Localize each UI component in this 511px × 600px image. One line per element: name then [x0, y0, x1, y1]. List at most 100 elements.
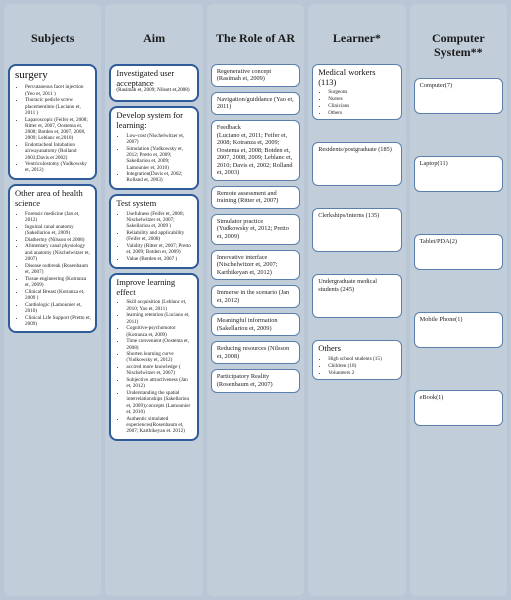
info-box: Investigated user acceptance (Rasimah et…: [109, 64, 198, 103]
box-stack: Medical workers (113)SurgeonsNursesClini…: [312, 64, 401, 380]
list-item: Usefulness (Feifer et, 2008; Nischelwitz…: [126, 211, 192, 230]
info-box: Feedback (Luciano et, 2011; Feifer et, 2…: [211, 120, 300, 181]
list-item: Subjective attractiveness (Jan et, 2012): [126, 377, 192, 389]
item-list: Skill acquisition (Leblanc et, 2010; Yao…: [116, 299, 192, 434]
list-item: Time convenient (Oostema et, 2008): [126, 338, 192, 350]
list-item: Alimentary canal physiology and anatomy …: [25, 243, 91, 262]
list-item: Volunteers 2: [328, 370, 395, 376]
list-item: Percutaneous facet injection (Yeo et, 20…: [25, 84, 91, 96]
info-box: Laptop(11): [414, 156, 503, 192]
list-item: Tissue engineering (Kotranza et, 2009): [25, 276, 91, 288]
box-text: Regenerative concept (Rasimah et, 2009): [217, 68, 294, 83]
info-box: eBook(1): [414, 390, 503, 426]
box-text: Tablet/PDA(2): [420, 238, 457, 246]
info-box: Participatory Reality (Rosenbaum et, 200…: [211, 369, 300, 392]
box-stack: Regenerative concept (Rasimah et, 2009) N…: [211, 64, 300, 393]
column: Subjects surgery Percutaneous facet inject…: [4, 4, 101, 596]
list-item: Skill acquisition (Leblanc et, 2010; Yao…: [126, 299, 192, 311]
box-title: Develop system for learning:: [116, 111, 192, 131]
box-text: Innovative interface (Nischelwitzer et, …: [217, 254, 294, 277]
list-item: Clinical Life Support (Pretto et, 2009): [25, 315, 91, 327]
list-item: Diathermy (Nilsson et 2008): [25, 237, 91, 243]
info-box: Mobile Phone(1): [414, 312, 503, 348]
info-box: Simulator practice (Yudkowsky et, 2012; …: [211, 214, 300, 245]
list-item: Cardiologic (Lamounier et, 2010): [25, 302, 91, 314]
box-text: Feedback (Luciano et, 2011; Feifer et, 2…: [217, 124, 294, 177]
list-item: Inguinal canal anatomy (Sakellariou et, …: [25, 224, 91, 236]
list-item: Disease outbreak (Rosenbaum et, 2007): [25, 263, 91, 275]
box-text: Computer(7): [420, 82, 453, 90]
box-title: Improve learning effect: [116, 278, 192, 298]
box-text: Simulator practice (Yudkowsky et, 2012; …: [217, 218, 294, 241]
info-box: Others High school students (15)Children …: [312, 340, 401, 380]
box-text: Participatory Reality (Rosenbaum et, 200…: [217, 373, 294, 388]
box-text: Remote assessment and training (Ritter e…: [217, 190, 294, 205]
list-item: Validity (Ritter et, 2007; Pretto et, 20…: [126, 243, 192, 255]
box-text: Laptop(11): [420, 160, 448, 168]
info-box: Regenerative concept (Rasimah et, 2009): [211, 64, 300, 87]
list-item: Children (18): [328, 363, 395, 369]
list-item: Forensic medicine (Jan et, 2012): [25, 211, 91, 223]
info-box: surgery Percutaneous facet injection (Yeo…: [8, 64, 97, 180]
info-box: Navigation/guiddance (Yao et, 2011): [211, 92, 300, 115]
info-box: Residents/postgraduate (185): [312, 142, 401, 186]
column-header: Learner*: [312, 8, 401, 64]
box-text: Mobile Phone(1): [420, 316, 463, 324]
list-item: Thoracic pedicle screw placementinto (Lu…: [25, 97, 91, 116]
column-header: Aim: [109, 8, 198, 64]
info-box: Undergraduate medical students (245): [312, 274, 401, 318]
info-box: Test system Usefulness (Feifer et, 2008; …: [109, 194, 198, 269]
box-title: Others: [318, 344, 395, 354]
list-item: Understanding the spatial interrelations…: [126, 390, 192, 415]
box-text: eBook(1): [420, 394, 444, 402]
box-text: Immerse in the scenario (Jan et, 2012): [217, 289, 294, 304]
item-list: Low-cost (Nischelwitzer et, 2007)Simulat…: [116, 133, 192, 184]
list-item: Surgeons: [328, 89, 395, 95]
item-list: SurgeonsNursesCliniciansOthers: [318, 89, 395, 115]
list-item: Low-cost (Nischelwitzer et, 2007): [126, 133, 192, 145]
box-title: Other area of health science: [15, 189, 91, 209]
info-box: Innovative interface (Nischelwitzer et, …: [211, 250, 300, 281]
column: The Role of ARRegenerative concept (Rasi…: [207, 4, 304, 596]
column-header: Subjects: [8, 8, 97, 64]
info-box: Develop system for learning:Low-cost (Ni…: [109, 106, 198, 190]
info-box: Computer(7): [414, 78, 503, 114]
box-stack: surgery Percutaneous facet injection (Yeo…: [8, 64, 97, 334]
item-list: Forensic medicine (Jan et, 2012)Inguinal…: [15, 211, 91, 327]
box-stack: Computer(7) Laptop(11) Tablet/PDA(2) Mobile…: [414, 78, 503, 426]
list-item: Others: [328, 110, 395, 116]
list-item: Cognitive-psychomotor (Kotranza et, 2009…: [126, 325, 192, 337]
item-list: Usefulness (Feifer et, 2008; Nischelwitz…: [116, 211, 192, 262]
info-box: Medical workers (113)SurgeonsNursesClini…: [312, 64, 401, 120]
info-box: Improve learning effectSkill acquisition…: [109, 273, 198, 441]
item-list: High school students (15)Children (18)Vo…: [318, 356, 395, 376]
box-title: Test system: [116, 199, 192, 209]
box-text: Navigation/guiddance (Yao et, 2011): [217, 96, 294, 111]
box-text: Residents/postgraduate (185): [318, 146, 392, 154]
box-text: Undergraduate medical students (245): [318, 278, 395, 293]
column-header: Computer System**: [414, 8, 503, 78]
info-box: Remote assessment and training (Ritter e…: [211, 186, 300, 209]
list-item: accired more knowledge ( Nischelwitzer e…: [126, 364, 192, 376]
info-box: Meaningful information (Sakellariou et, …: [211, 313, 300, 336]
info-box: Other area of health scienceForensic med…: [8, 184, 97, 333]
board: Subjects surgery Percutaneous facet inject…: [0, 0, 511, 600]
box-text: Clerkships/interns (135): [318, 212, 379, 220]
info-box: Immerse in the scenario (Jan et, 2012): [211, 285, 300, 308]
item-list: Percutaneous facet injection (Yeo et, 20…: [15, 84, 91, 173]
column-header: The Role of AR: [211, 8, 300, 64]
box-title: Medical workers (113): [318, 68, 395, 88]
column: Computer System** Computer(7) Laptop(11) Ta…: [410, 4, 507, 596]
list-item: Authentic simulated experiences(Rosenbau…: [126, 416, 192, 435]
box-title: surgery: [15, 69, 91, 82]
list-item: Clinical Breast (Kotranza et, 2009 ): [25, 289, 91, 301]
column: Learner*Medical workers (113)SurgeonsNur…: [308, 4, 405, 596]
list-item: learning retention (Luciano et, 2011): [126, 312, 192, 324]
list-item: Shorten learning curve (Yudkowsky et, 20…: [126, 351, 192, 363]
box-text: Meaningful information (Sakellariou et, …: [217, 317, 294, 332]
list-item: Integration(Davis et, 2002; Rolland et, …: [126, 171, 192, 183]
box-stack: Investigated user acceptance (Rasimah et…: [109, 64, 198, 441]
list-item: Clinicians: [328, 103, 395, 109]
list-item: High school students (15): [328, 356, 395, 362]
info-box: Clerkships/interns (135): [312, 208, 401, 252]
